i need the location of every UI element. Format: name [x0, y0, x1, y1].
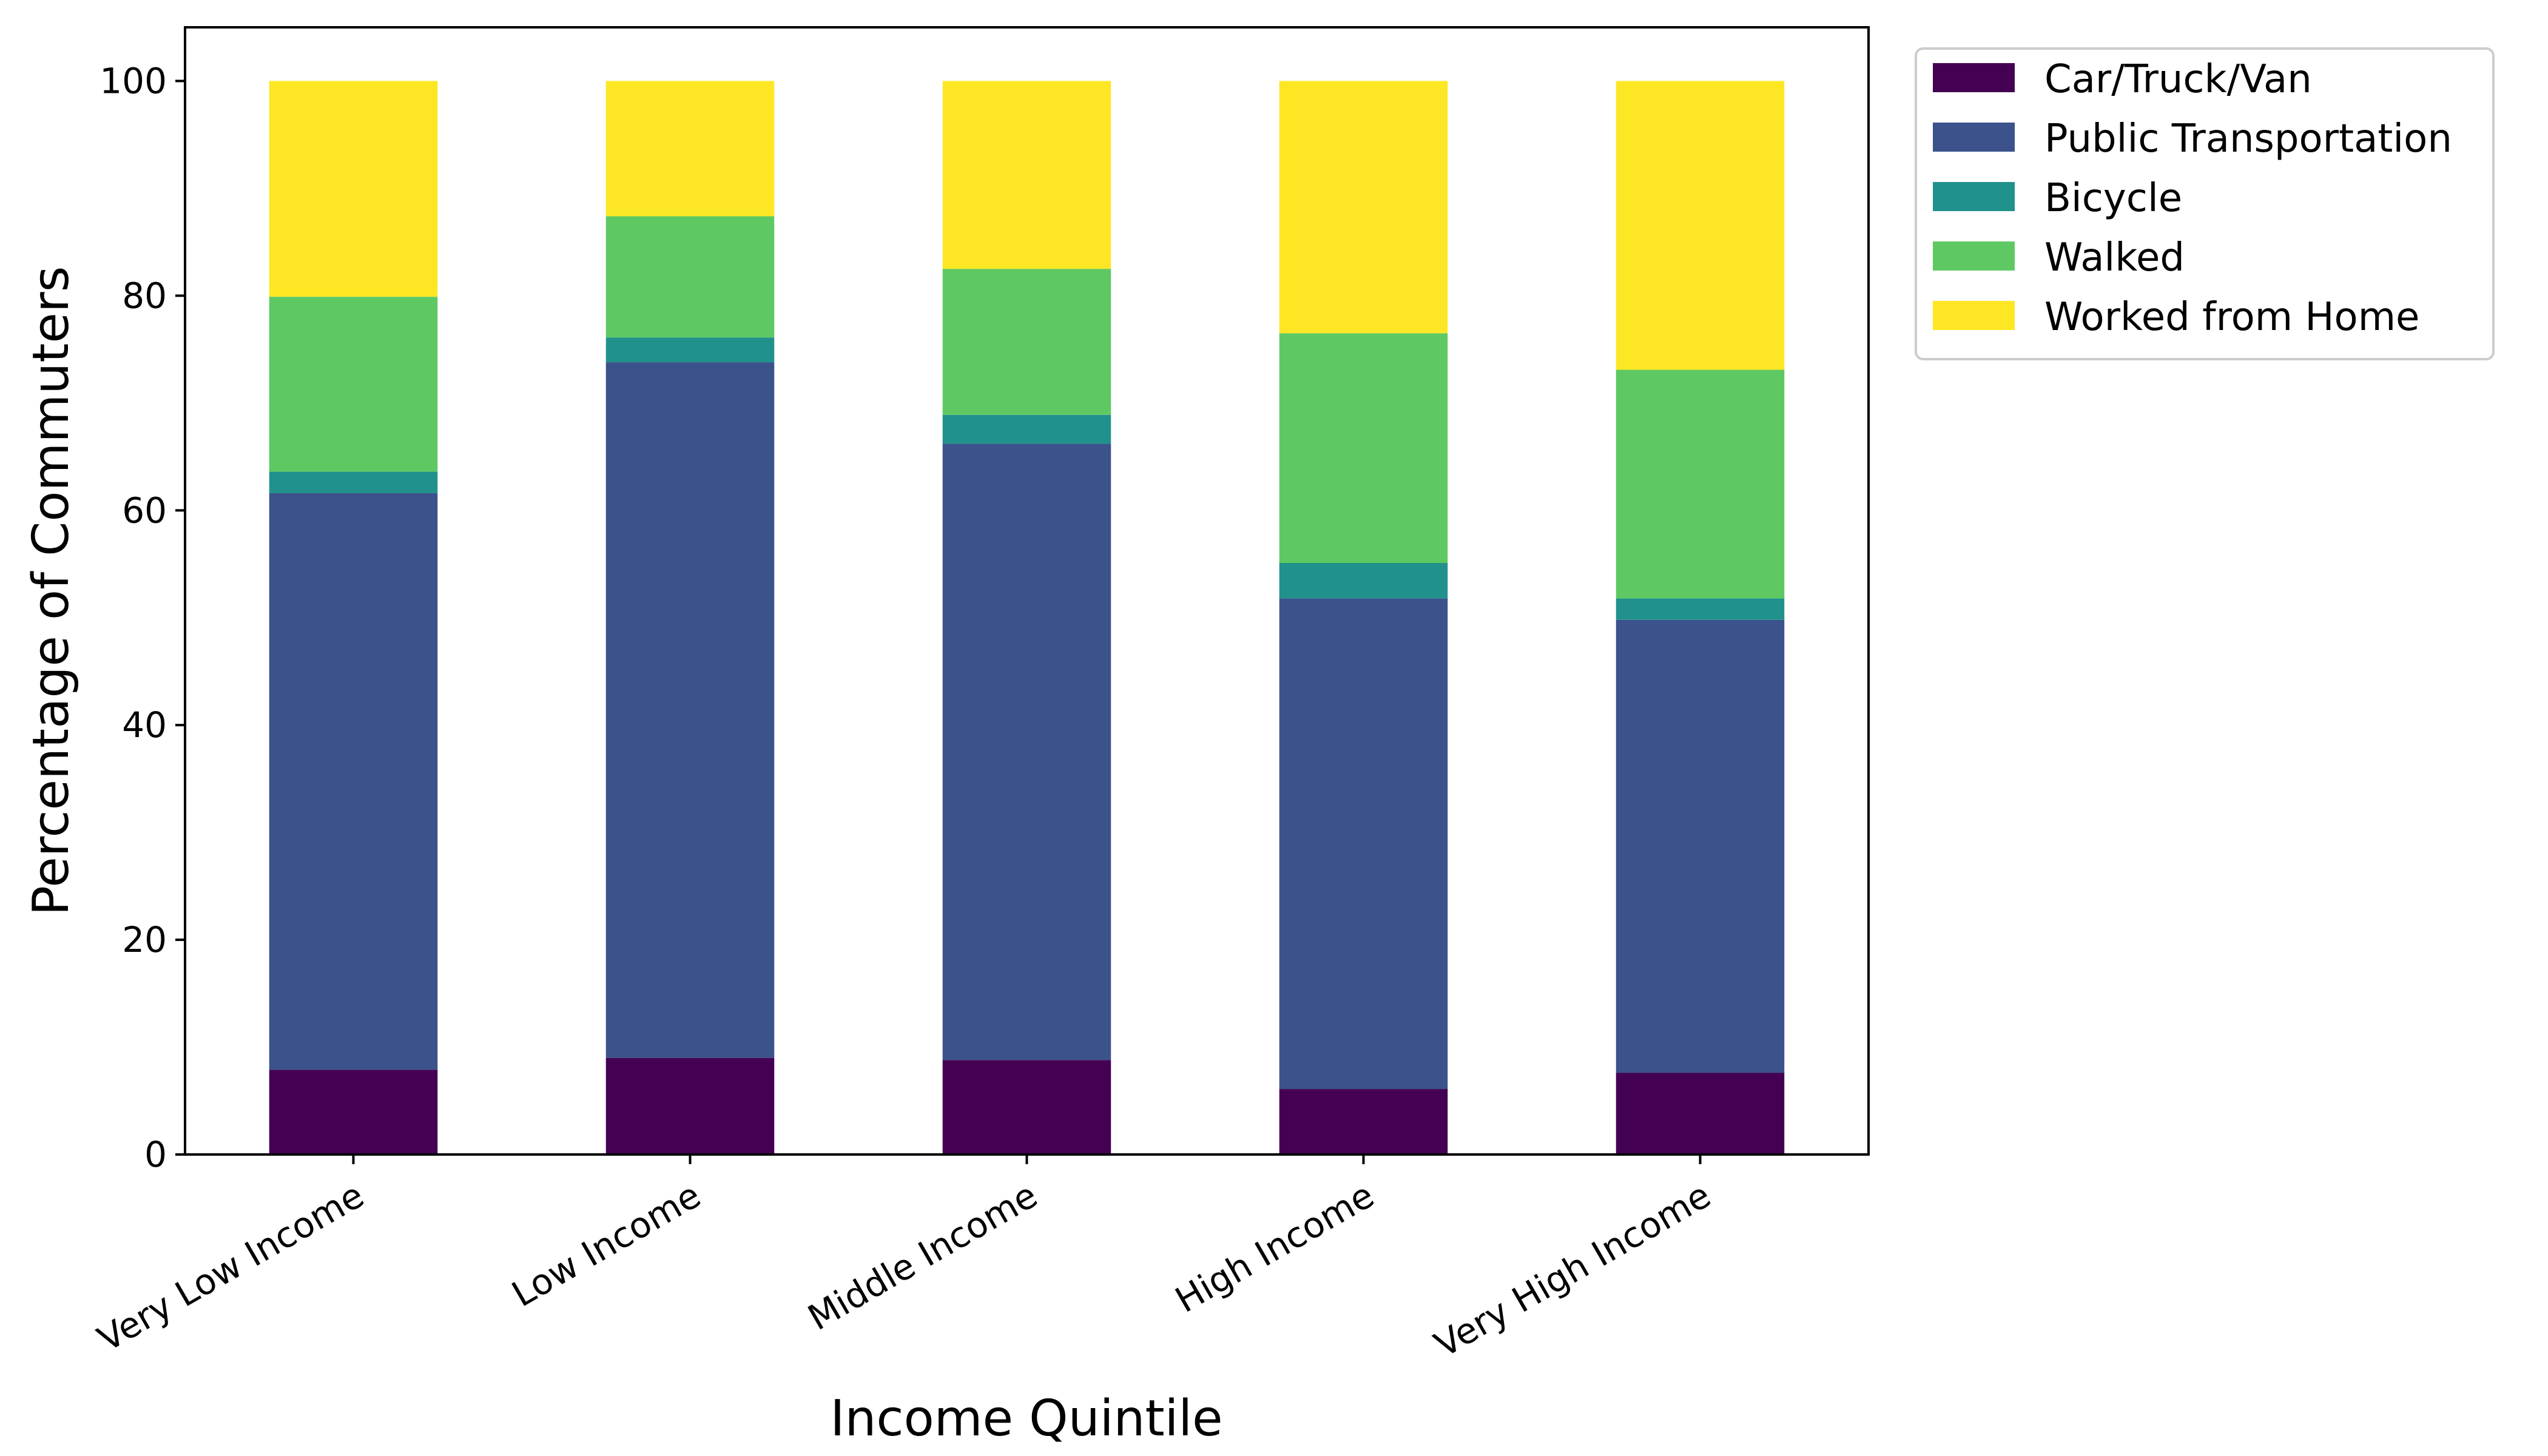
bar-segment-4-1	[269, 297, 438, 472]
bar-segment-1-4	[1279, 1089, 1448, 1154]
bar-segment-3-2	[605, 337, 775, 363]
legend-swatch-3	[1933, 182, 2015, 211]
bar-segment-1-3	[942, 1060, 1111, 1154]
bar-segment-1-5	[1616, 1073, 1785, 1154]
legend-label-5: Worked from Home	[2044, 295, 2419, 340]
x-tick-label-1: Very Low Income	[91, 1175, 371, 1360]
bar-segment-2-4	[1279, 598, 1448, 1090]
x-axis: Very Low Income Low Income Middle Income Hi…	[91, 1154, 1717, 1366]
legend-swatch-1	[1933, 63, 2015, 92]
legend-swatch-2	[1933, 123, 2015, 152]
x-tick-label-2: Low Income	[505, 1175, 707, 1315]
legend-label-1: Car/Truck/Van	[2044, 57, 2312, 102]
bar-segment-4-2	[605, 216, 775, 338]
bars-layer	[269, 81, 1785, 1154]
bar-segment-3-4	[1279, 562, 1448, 599]
bar-segment-4-3	[942, 269, 1111, 415]
y-tick-label-0: 0	[144, 1134, 167, 1175]
bar-segment-5-3	[942, 81, 1111, 269]
y-tick-label-3: 60	[122, 490, 167, 531]
bar-segment-3-3	[942, 414, 1111, 444]
legend-box	[1915, 47, 2495, 360]
bar-segment-3-5	[1616, 598, 1785, 620]
y-tick-label-5: 100	[99, 60, 167, 101]
legend-swatch-5	[1933, 301, 2015, 330]
legend-label-3: Bicycle	[2044, 176, 2182, 221]
bar-segment-5-2	[605, 81, 775, 217]
y-axis-title: Percentage of Commuters	[22, 266, 80, 916]
y-tick-label-2: 40	[122, 704, 167, 746]
bar-segment-2-2	[605, 362, 775, 1058]
y-tick-label-1: 20	[122, 919, 167, 960]
x-axis-title: Income Quintile	[830, 1390, 1222, 1448]
bar-segment-2-5	[1616, 619, 1785, 1073]
bar-segment-5-4	[1279, 81, 1448, 334]
legend-swatch-4	[1933, 241, 2015, 271]
x-tick-label-5: Very High Income	[1427, 1175, 1717, 1366]
legend-label-4: Walked	[2044, 235, 2185, 280]
legend-label-2: Public Transportation	[2044, 116, 2452, 161]
bar-segment-5-1	[269, 81, 438, 297]
bar-segment-4-5	[1616, 369, 1785, 599]
x-tick-label-3: Middle Income	[801, 1175, 1044, 1339]
x-tick-label-4: High Income	[1168, 1175, 1381, 1321]
bar-segment-4-4	[1279, 333, 1448, 563]
legend: Car/Truck/Van Public Transportation Bicycl…	[1915, 47, 2495, 360]
y-axis: 0 20 40 60 80 100	[99, 60, 185, 1175]
bar-segment-5-5	[1616, 81, 1785, 370]
bar-segment-2-1	[269, 493, 438, 1070]
bar-segment-1-1	[269, 1070, 438, 1154]
y-tick-label-4: 80	[122, 275, 167, 316]
bar-segment-2-3	[942, 443, 1111, 1060]
bar-segment-3-1	[269, 471, 438, 493]
bar-segment-1-2	[605, 1057, 775, 1154]
